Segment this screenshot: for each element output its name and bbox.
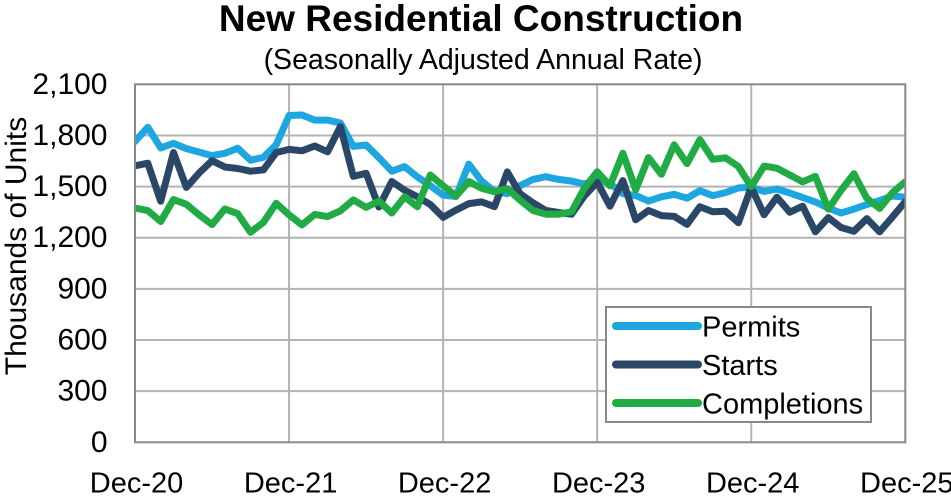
svg-text:Dec-24: Dec-24 (706, 468, 800, 498)
svg-text:1,200: 1,200 (32, 221, 107, 254)
svg-text:Completions: Completions (702, 389, 863, 421)
svg-text:300: 300 (57, 375, 107, 408)
svg-text:Dec-25: Dec-25 (860, 468, 951, 498)
svg-text:1,800: 1,800 (32, 119, 107, 152)
svg-text:1,500: 1,500 (32, 170, 107, 203)
svg-text:Permits: Permits (702, 312, 800, 344)
svg-text:600: 600 (57, 324, 107, 357)
svg-text:Dec-21: Dec-21 (244, 468, 338, 498)
svg-text:0: 0 (91, 426, 108, 459)
svg-text:Dec-22: Dec-22 (398, 468, 492, 498)
svg-text:Dec-20: Dec-20 (90, 468, 184, 498)
svg-text:2,100: 2,100 (32, 68, 107, 101)
svg-text:Dec-23: Dec-23 (552, 468, 646, 498)
svg-text:(Seasonally Adjusted Annual Ra: (Seasonally Adjusted Annual Rate) (264, 44, 703, 76)
svg-text:New Residential Construction: New Residential Construction (219, 0, 743, 39)
svg-text:Starts: Starts (702, 350, 778, 382)
svg-text:900: 900 (57, 272, 107, 305)
svg-text:Thousands of Units: Thousands of Units (0, 117, 33, 375)
